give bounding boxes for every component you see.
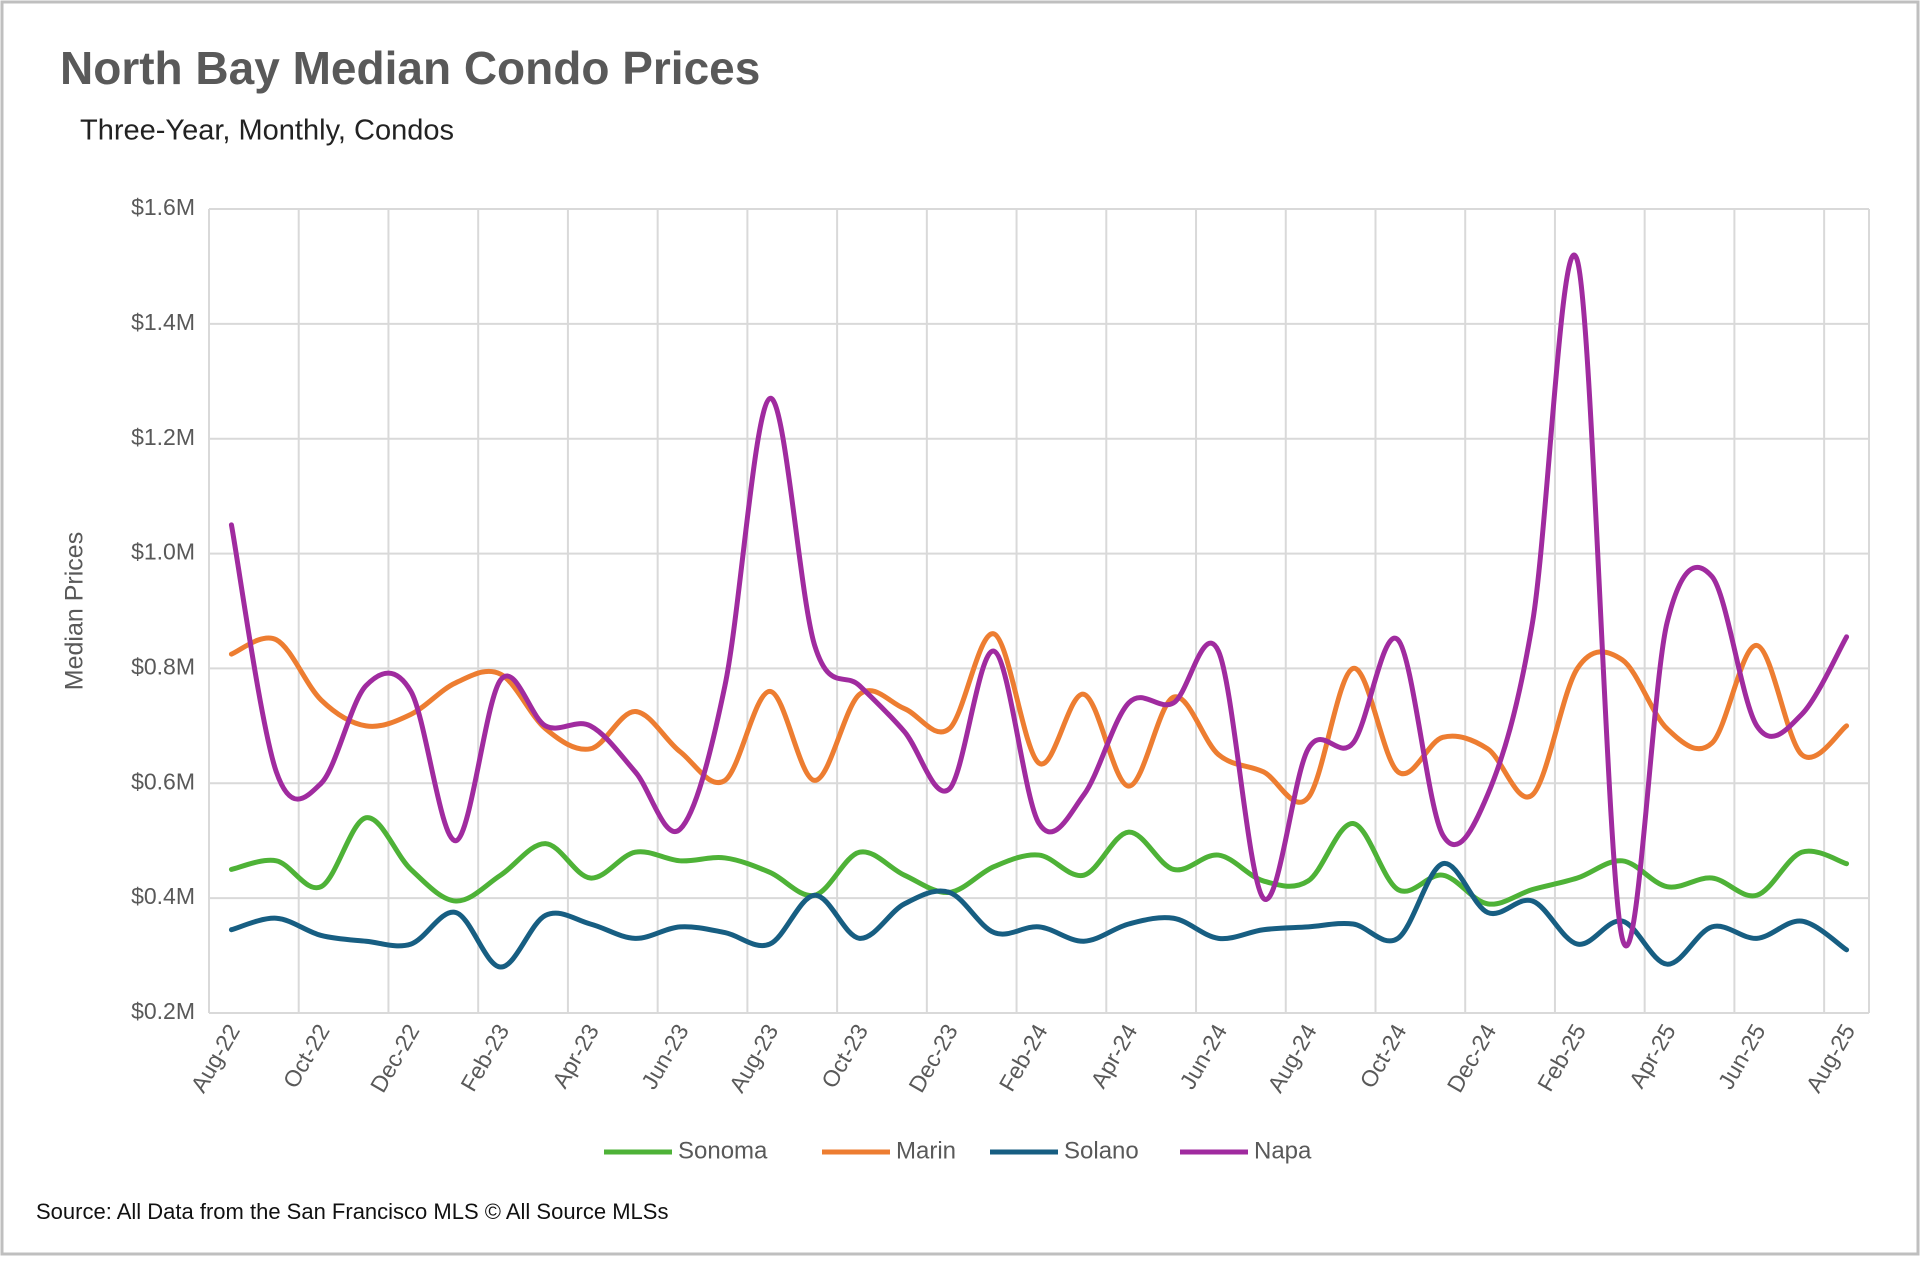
series-line <box>228 252 1850 949</box>
y-tick-label: $1.2M <box>131 424 195 450</box>
y-tick-label: $0.8M <box>131 654 195 680</box>
chart-subtitle: Three-Year, Monthly, Condos <box>80 115 454 147</box>
legend-label: Marin <box>896 1137 956 1164</box>
legend-label: Sonoma <box>678 1137 768 1164</box>
source-note: Source: All Data from the San Francisco … <box>36 1199 668 1224</box>
series-line <box>228 815 1850 907</box>
y-tick-label: $0.6M <box>131 768 195 794</box>
chart-title: North Bay Median Condo Prices <box>60 42 760 94</box>
plot-area <box>228 252 1850 970</box>
y-tick-label: $1.4M <box>131 309 195 335</box>
y-tick-label: $0.4M <box>131 883 195 909</box>
series-line <box>228 861 1850 970</box>
y-tick-label: $1.0M <box>131 539 195 565</box>
legend-label: Solano <box>1064 1137 1139 1164</box>
y-tick-label: $0.2M <box>131 998 195 1024</box>
legend: Sonoma Marin Solano Napa <box>604 1137 1312 1164</box>
y-axis-title: Median Prices <box>61 532 89 690</box>
y-tick-label: $1.6M <box>131 194 195 220</box>
legend-label: Napa <box>1254 1137 1312 1164</box>
